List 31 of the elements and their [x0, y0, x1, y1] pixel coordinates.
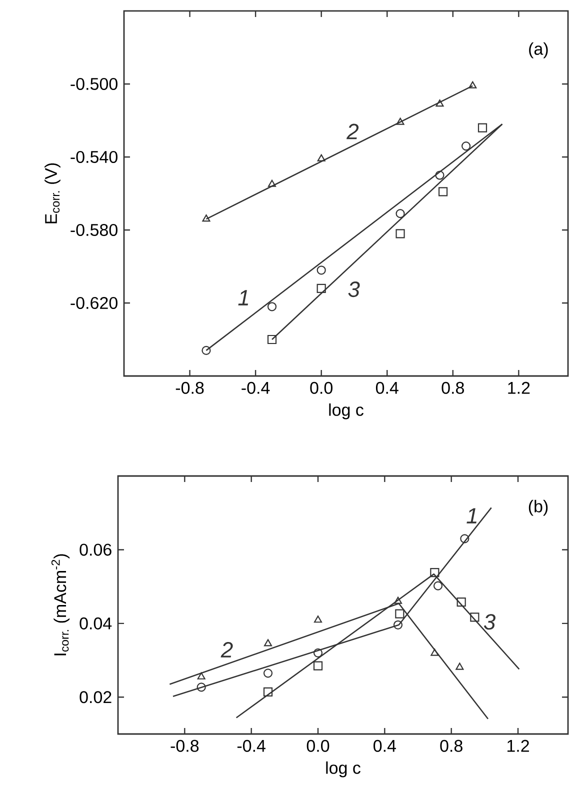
x-tick-label: -0.4 [237, 740, 266, 752]
series-label: 3 [348, 282, 360, 298]
x-tick-label: 0.0 [306, 740, 330, 752]
x-tick-label: 0.4 [374, 740, 396, 752]
series-label: 2 [220, 642, 233, 658]
x-tick-label: 0.8 [440, 740, 462, 752]
annotation: (a) [529, 42, 548, 58]
x-tick-label: 1.2 [507, 740, 529, 752]
y-axis-title: E$_{corr.}$ (V) [44, 163, 60, 224]
x-tick-label: -0.8 [170, 740, 199, 752]
x-axis-title: log c [326, 761, 360, 778]
y-tick-label: -0.540 [70, 150, 118, 164]
y-axis-title: I$_{corr.}$ (mAcm$^{-2}$) [51, 554, 70, 656]
y-tick-label: -0.500 [70, 78, 118, 90]
legend-label: 1 [466, 508, 476, 524]
y-tick-label: -0.580 [70, 224, 118, 236]
series-label: 3 [484, 614, 496, 630]
x-axis-title: log c [329, 403, 364, 420]
x-tick-label: -0.4 [242, 382, 270, 394]
x-tick-label: -0.8 [176, 382, 204, 394]
annotation: (b) [528, 500, 548, 516]
x-tick-label: 1.2 [508, 382, 530, 394]
series-label: 2 [346, 124, 359, 140]
x-tick-label: 0.4 [376, 382, 398, 394]
x-tick-label: 0.8 [442, 382, 464, 394]
y-tick-label: -0.620 [70, 296, 118, 310]
y-tick-label: 0.02 [80, 691, 112, 704]
y-tick-label: 0.04 [80, 617, 112, 630]
series-label: 1 [238, 290, 248, 306]
y-tick-label: 0.06 [80, 544, 112, 556]
x-tick-label: 0.0 [310, 382, 332, 394]
